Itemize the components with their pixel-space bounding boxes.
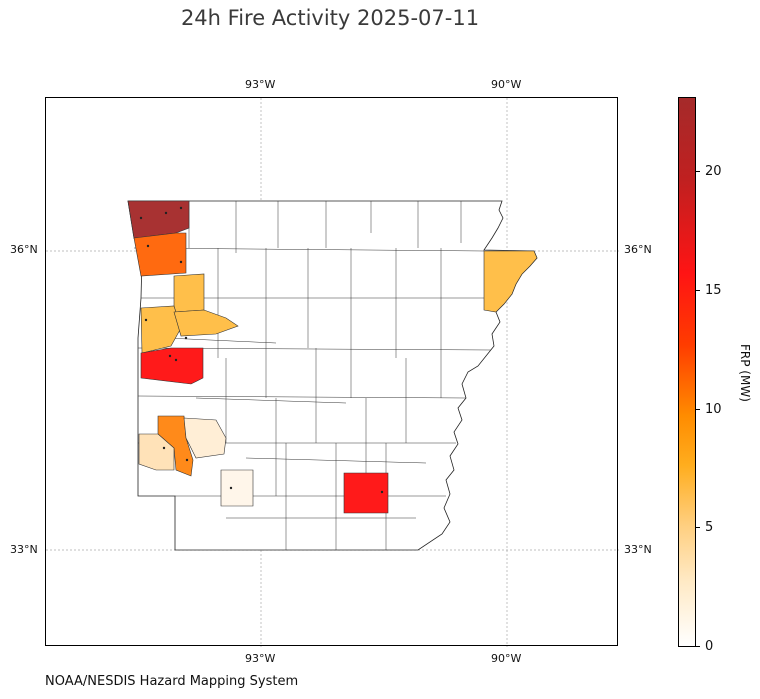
fire-county-south-pale: [220, 469, 254, 507]
lon-label-90-top: 90°W: [491, 78, 522, 91]
colorbar-tick-10: [696, 409, 700, 410]
lon-label-93-top: 93°W: [245, 78, 276, 91]
colorbar: [678, 97, 696, 647]
colorbar-tick-5: [696, 527, 700, 528]
lat-label-33-left: 33°N: [10, 543, 38, 556]
county-borders: [133, 201, 492, 550]
colorbar-label-15: 15: [705, 283, 722, 298]
lat-label-36-right: 36°N: [624, 243, 652, 256]
colorbar-label-5: 5: [705, 520, 714, 535]
fire-county-west-red: [140, 347, 204, 385]
fire-county-west-center-a: [173, 273, 205, 313]
fire-county-west-center-b: [140, 305, 182, 354]
fire-county-sw-light-b: [183, 417, 227, 459]
fire-county-se-red: [343, 472, 389, 514]
colorbar-label-0: 0: [705, 639, 714, 654]
lat-label-33-right: 33°N: [624, 543, 652, 556]
fire-county-west-center-c: [173, 309, 239, 337]
colorbar-tick-15: [696, 290, 700, 291]
colorbar-label-20: 20: [705, 164, 722, 179]
credit-text: NOAA/NESDIS Hazard Mapping System: [45, 674, 299, 689]
colorbar-label-10: 10: [705, 402, 722, 417]
chart-title: 24h Fire Activity 2025-07-11: [180, 6, 480, 30]
fire-county-upper-west: [133, 232, 187, 277]
colorbar-tick-0: [696, 646, 700, 647]
lon-label-93-bottom: 93°W: [245, 652, 276, 665]
lon-label-90-bottom: 90°W: [491, 652, 522, 665]
colorbar-title: FRP (MW): [738, 344, 752, 402]
fire-points: [139, 206, 384, 494]
fire-county-sw-light-a: [138, 433, 175, 471]
map-frame: [45, 97, 619, 647]
fire-county-ne-yellow: [483, 250, 538, 313]
lat-label-36-left: 36°N: [10, 243, 38, 256]
colorbar-tick-20: [696, 171, 700, 172]
map-svg: [46, 98, 619, 647]
